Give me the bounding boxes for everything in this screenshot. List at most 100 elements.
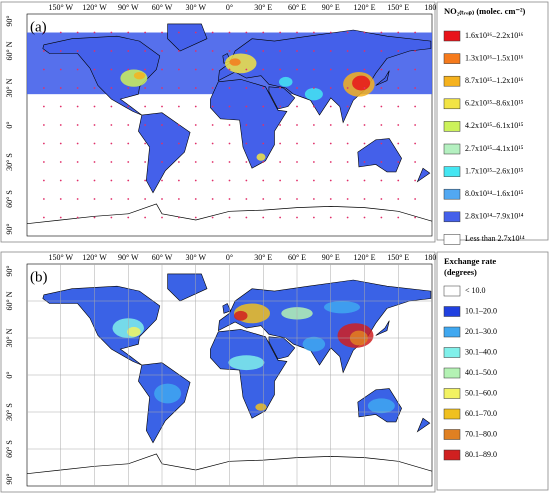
station-dot	[228, 31, 231, 34]
station-dot	[329, 216, 332, 219]
antarctica	[26, 203, 433, 225]
station-dot	[59, 31, 62, 34]
legend-label: Less than 2.7x10¹⁴	[465, 234, 525, 243]
station-dot	[296, 124, 298, 126]
legend-title: Exchange rate	[444, 256, 496, 266]
legend-label: 40.1–50.0	[465, 368, 497, 377]
longitude-label: 60° E	[288, 3, 306, 12]
station-dot	[110, 87, 113, 89]
station-dot	[346, 161, 349, 163]
station-dot	[144, 216, 147, 219]
station-dot	[93, 31, 96, 34]
legend-swatch	[443, 211, 461, 223]
station-dot	[245, 31, 248, 34]
station-dot	[59, 179, 62, 182]
legend-label: 30.1–40.0	[465, 347, 497, 356]
station-dot	[245, 142, 248, 145]
station-dot	[363, 179, 366, 182]
station-dot	[211, 87, 214, 89]
latitude-label: 60° N	[5, 41, 14, 60]
hotspot	[154, 383, 182, 404]
longitude-label: 90° W	[118, 253, 139, 262]
latitude-label: 90°	[5, 265, 14, 276]
station-dot	[110, 216, 113, 219]
latitude-label: 60° N	[5, 291, 14, 310]
station-dot	[329, 161, 332, 163]
station-dot	[161, 198, 163, 200]
station-dot	[363, 105, 366, 108]
legend-title: (degrees)	[444, 267, 477, 277]
station-dot	[397, 50, 400, 52]
station-dot	[93, 124, 96, 126]
station-dot	[414, 142, 417, 145]
station-dot	[228, 105, 231, 108]
station-dot	[380, 87, 383, 89]
hotspot	[352, 75, 371, 91]
station-dot	[228, 198, 231, 200]
station-dot	[279, 87, 282, 89]
hotspot	[127, 326, 141, 337]
station-dot	[127, 179, 130, 182]
station-dot	[42, 87, 45, 89]
station-dot	[279, 198, 282, 200]
legend-label: 8.0x10¹⁴–1.6x10¹⁵	[465, 189, 524, 198]
longitude-label: 180°	[424, 253, 439, 262]
station-dot	[177, 68, 180, 71]
legend-label: 6.2x10¹⁵–8.6x10¹⁵	[465, 99, 524, 108]
station-dot	[59, 105, 62, 108]
station-dot	[279, 31, 282, 34]
station-dot	[127, 161, 130, 163]
station-dot	[262, 68, 265, 71]
station-dot	[76, 142, 79, 145]
continent	[375, 70, 390, 86]
station-dot	[329, 50, 332, 52]
map-frame	[0, 251, 436, 493]
longitude-label: 150° W	[48, 253, 73, 262]
panel-label: (b)	[30, 269, 48, 285]
station-dot	[397, 124, 400, 126]
station-dot	[228, 124, 231, 126]
station-dot	[76, 31, 79, 34]
station-dot	[329, 105, 332, 108]
station-dot	[245, 124, 248, 126]
station-dot	[93, 142, 96, 145]
station-dot	[346, 105, 349, 108]
station-dot	[42, 216, 45, 219]
station-dot	[161, 105, 163, 108]
station-dot	[93, 105, 96, 108]
station-dot	[194, 142, 197, 145]
continent	[42, 285, 161, 366]
panel-label: (a)	[30, 19, 47, 35]
station-dot	[397, 142, 400, 145]
station-dot	[211, 105, 214, 108]
station-dot	[42, 124, 45, 126]
station-dot	[59, 50, 62, 52]
longitude-label: 60° W	[152, 3, 173, 12]
station-dot	[127, 142, 130, 145]
station-dot	[42, 68, 45, 71]
station-dot	[177, 50, 180, 52]
station-dot	[312, 161, 315, 163]
hotspot	[225, 53, 257, 74]
station-dot	[346, 179, 349, 182]
station-dot	[42, 105, 45, 108]
latitude-label: 30° S	[5, 403, 14, 421]
station-dot	[380, 68, 383, 71]
station-dot	[93, 216, 96, 219]
station-dot	[312, 198, 315, 200]
station-dot	[127, 198, 130, 200]
station-dot	[211, 216, 214, 219]
station-dot	[329, 68, 332, 71]
station-dot	[59, 161, 62, 163]
station-dot	[312, 31, 315, 34]
hotspot	[133, 71, 146, 80]
hotspot	[228, 355, 265, 371]
station-dot	[279, 179, 282, 182]
station-dot	[76, 105, 79, 108]
station-dot	[110, 105, 113, 108]
station-dot	[312, 179, 315, 182]
station-dot	[380, 105, 383, 108]
station-dot	[414, 87, 417, 89]
station-dot	[42, 31, 45, 34]
longitude-label: 60° E	[288, 253, 306, 262]
